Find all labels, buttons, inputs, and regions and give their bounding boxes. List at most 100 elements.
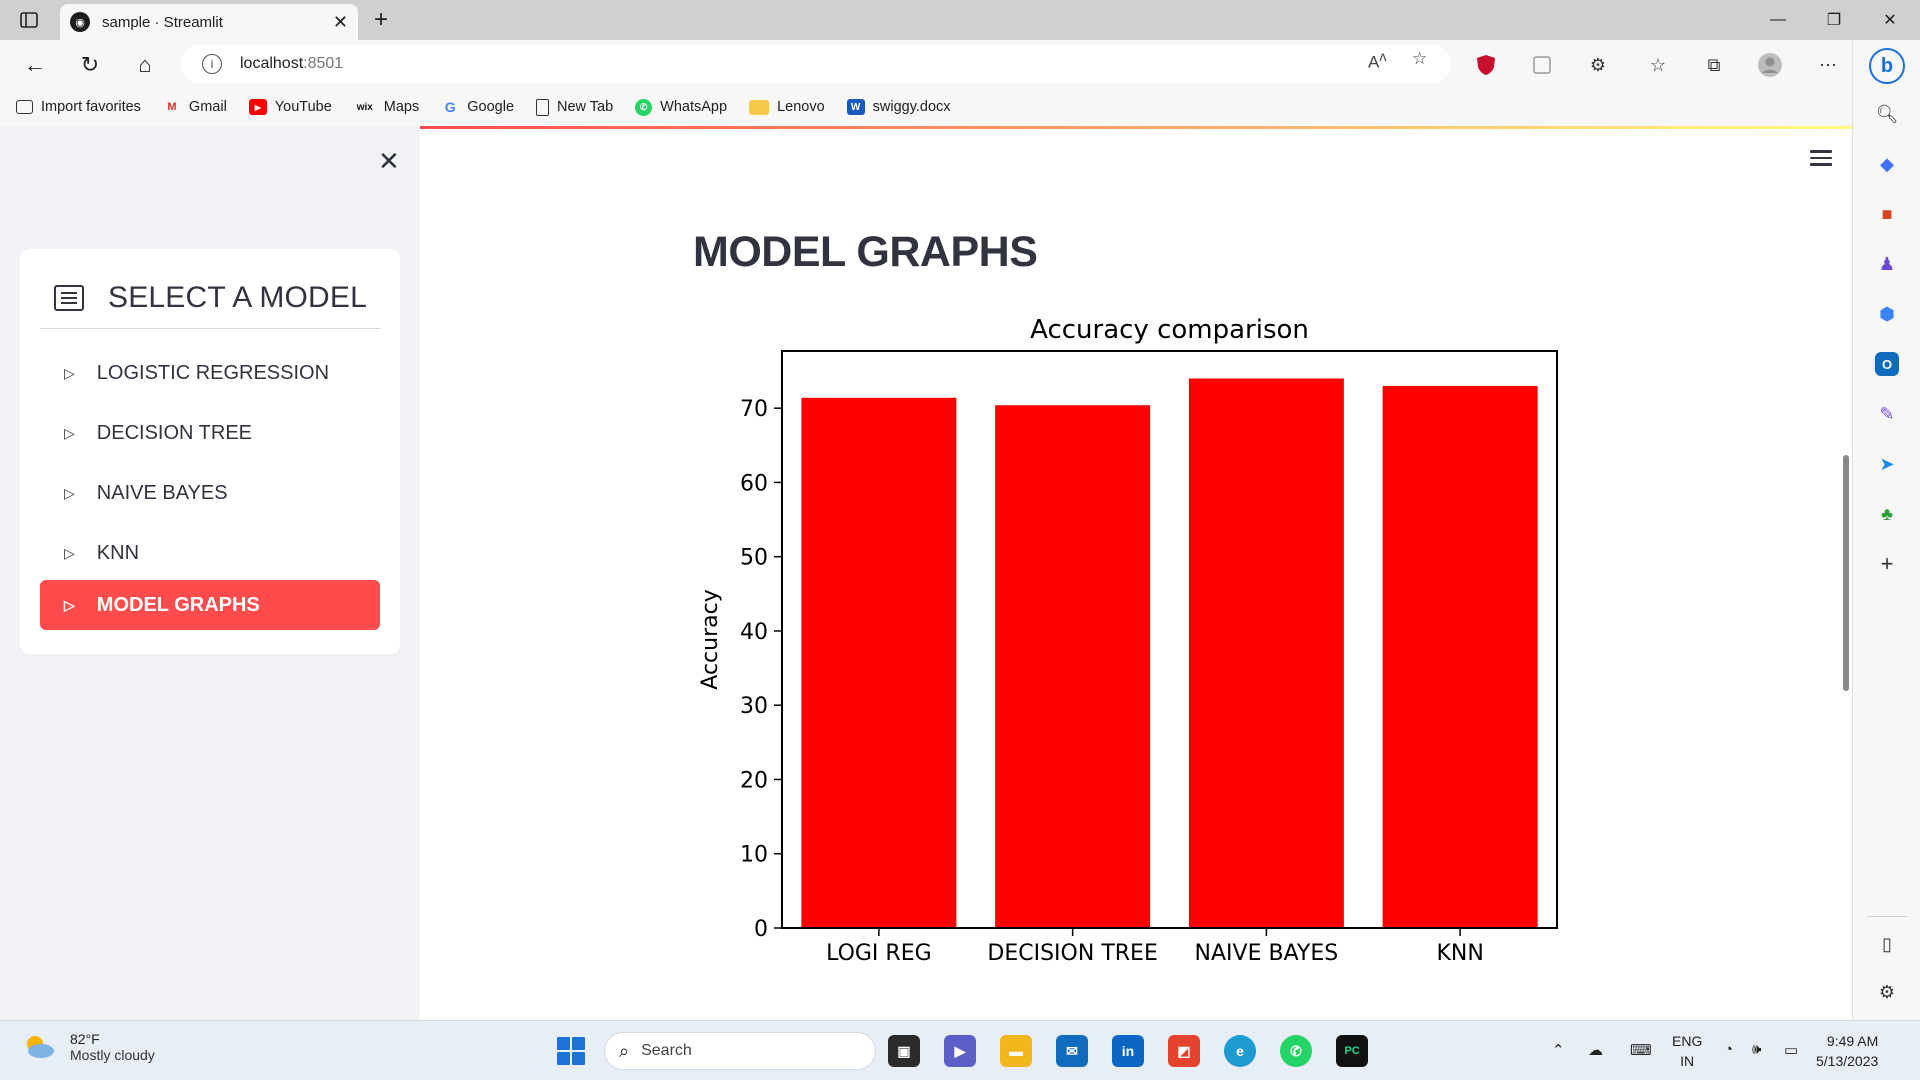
- menu-item-label: KNN: [96, 541, 140, 564]
- bookmark-import-favorites[interactable]: Import favorites: [16, 99, 141, 115]
- extensions-icon[interactable]: ⚙: [1589, 54, 1607, 75]
- search-icon[interactable]: 🔍︎: [1875, 103, 1899, 124]
- file-explorer-icon[interactable]: ▬: [1000, 1035, 1032, 1067]
- minimize-button[interactable]: —: [1770, 11, 1786, 28]
- menu-item-naive-bayes[interactable]: ▷ NAIVE BAYES: [40, 468, 380, 518]
- language-indicator[interactable]: ENG IN: [1672, 1031, 1702, 1071]
- page-scrollbar[interactable]: [1843, 455, 1849, 691]
- linkedin-icon[interactable]: in: [1112, 1035, 1144, 1067]
- hide-sidebar-icon[interactable]: ▯: [1882, 933, 1892, 954]
- y-tick-label: 70: [740, 397, 768, 422]
- task-view-icon[interactable]: ▣: [888, 1035, 920, 1067]
- weather-widget[interactable]: 82°F Mostly cloudy: [22, 1031, 155, 1063]
- extension-shield-icon[interactable]: [1472, 51, 1500, 79]
- pycharm-icon[interactable]: PC: [1336, 1035, 1368, 1067]
- back-button[interactable]: ←: [24, 52, 46, 77]
- y-axis-label: Accuracy: [698, 589, 723, 689]
- bookmark-label: New Tab: [557, 99, 614, 115]
- menu-item-model-graphs[interactable]: ▷ MODEL GRAPHS: [40, 580, 380, 630]
- whatsapp-icon: ✆: [635, 98, 653, 116]
- system-clock[interactable]: 9:49 AM 5/13/2023: [1816, 1031, 1878, 1071]
- send-icon[interactable]: ➤: [1879, 453, 1895, 474]
- bookmark-label: Google: [467, 99, 515, 115]
- site-info-icon[interactable]: i: [202, 54, 222, 74]
- edge-browser-icon[interactable]: e: [1224, 1035, 1256, 1067]
- extension-box-icon[interactable]: [1528, 51, 1556, 79]
- new-tab-button[interactable]: +: [373, 6, 388, 33]
- menu-item-logistic-regression[interactable]: ▷ LOGISTIC REGRESSION: [40, 348, 380, 398]
- add-favorite-icon[interactable]: ☆: [1412, 49, 1428, 68]
- main-menu-icon[interactable]: [1810, 150, 1832, 168]
- search-label: Search: [641, 1042, 692, 1059]
- google-icon: G: [444, 99, 456, 115]
- sidebar-close-icon[interactable]: ✕: [378, 146, 400, 176]
- bing-chat-icon[interactable]: b: [1869, 48, 1905, 84]
- play-outline-icon: ▷: [64, 424, 75, 441]
- address-input[interactable]: i localhost:8501: [180, 45, 1450, 83]
- bookmark-label: Gmail: [188, 99, 227, 115]
- windows-start-icon[interactable]: [557, 1037, 585, 1065]
- wifi-icon[interactable]: ◔: [1724, 1041, 1734, 1058]
- outlook-icon[interactable]: O: [1875, 352, 1899, 376]
- mail-icon[interactable]: ✉: [1056, 1035, 1088, 1067]
- weather-desc: Mostly cloudy: [70, 1047, 155, 1063]
- teams-chat-icon[interactable]: ▶: [944, 1035, 976, 1067]
- tab-actions-icon[interactable]: [16, 7, 42, 33]
- tree-icon[interactable]: ♣: [1881, 503, 1893, 524]
- shopping-tag-icon[interactable]: ◆: [1880, 153, 1894, 174]
- bookmark-whatsapp[interactable]: ✆ WhatsApp: [635, 98, 728, 116]
- bookmark-label: WhatsApp: [660, 99, 728, 115]
- bar-knn: [1382, 385, 1538, 928]
- word-icon: W: [846, 99, 865, 115]
- close-window-button[interactable]: ✕: [1883, 12, 1897, 29]
- bookmark-lenovo[interactable]: Lenovo: [749, 99, 825, 115]
- tab-close-icon[interactable]: ✕: [332, 11, 348, 32]
- y-tick-label: 20: [740, 768, 768, 793]
- onedrive-icon[interactable]: ☁: [1588, 1042, 1603, 1059]
- read-aloud-icon[interactable]: Aʌ: [1368, 49, 1387, 72]
- browser-tab-active[interactable]: ◉ sample · Streamlit ✕: [60, 4, 358, 40]
- chart-title: Accuracy comparison: [1030, 315, 1309, 345]
- battery-icon[interactable]: ▭: [1784, 1042, 1799, 1059]
- gmail-icon: M: [167, 101, 177, 113]
- restore-button[interactable]: ❐: [1826, 12, 1842, 29]
- menu-item-label: LOGISTIC REGRESSION: [96, 361, 330, 384]
- settings-gear-icon[interactable]: ⚙: [1878, 981, 1896, 1002]
- profile-avatar[interactable]: [1756, 51, 1784, 79]
- wix-icon: wix: [356, 101, 373, 113]
- bookmark-youtube[interactable]: ▶ YouTube: [248, 99, 332, 115]
- menu-item-decision-tree[interactable]: ▷ DECISION TREE: [40, 408, 380, 458]
- volume-icon[interactable]: 🕪︎: [1752, 1041, 1762, 1058]
- bookmark-label: swiggy.docx: [872, 99, 951, 115]
- streamlit-favicon-icon: ◉: [70, 12, 90, 32]
- home-button[interactable]: ⌂: [138, 52, 152, 77]
- menu-item-label: DECISION TREE: [96, 421, 252, 444]
- clock-time: 9:49 AM: [1826, 1033, 1879, 1049]
- bookmark-gmail[interactable]: M Gmail: [163, 99, 227, 115]
- microsoft365-icon[interactable]: ⬢: [1879, 303, 1895, 324]
- whatsapp-icon[interactable]: ✆: [1280, 1035, 1312, 1067]
- bookmark-maps[interactable]: wix Maps: [354, 99, 420, 115]
- refresh-button[interactable]: ↻: [80, 52, 100, 77]
- url-port: :8501: [303, 55, 344, 72]
- collections-icon[interactable]: ⧉: [1707, 54, 1721, 75]
- bookmark-google[interactable]: G Google: [441, 99, 514, 115]
- games-icon[interactable]: ♟: [1878, 253, 1896, 274]
- favorites-icon[interactable]: ☆: [1649, 54, 1667, 75]
- more-menu-icon[interactable]: ⋯: [1819, 54, 1837, 75]
- page-icon: [536, 98, 550, 116]
- add-sidebar-app-icon[interactable]: +: [1880, 551, 1894, 576]
- bookmark-new-tab[interactable]: New Tab: [536, 98, 614, 116]
- tools-briefcase-icon[interactable]: ■: [1881, 203, 1893, 224]
- bar-decision-tree: [995, 405, 1151, 928]
- bookmark-label: Import favorites: [41, 99, 141, 115]
- show-hidden-icons-icon[interactable]: ⌃: [1552, 1042, 1565, 1059]
- designer-icon[interactable]: ✎: [1879, 403, 1895, 424]
- office-app-icon[interactable]: ◩: [1168, 1035, 1200, 1067]
- taskbar-search-input[interactable]: ⌕ Search: [604, 1032, 876, 1070]
- play-outline-icon: ▷: [64, 544, 75, 561]
- menu-item-knn[interactable]: ▷ KNN: [40, 528, 380, 578]
- keyboard-icon[interactable]: ⌨: [1630, 1042, 1652, 1059]
- bookmark-label: Maps: [383, 99, 420, 115]
